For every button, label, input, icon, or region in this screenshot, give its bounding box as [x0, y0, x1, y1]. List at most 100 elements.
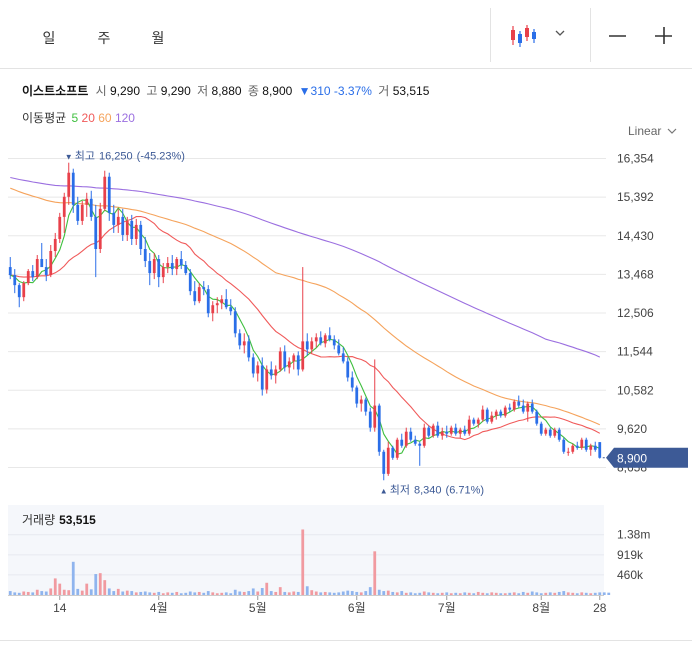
minus-icon [609, 35, 626, 37]
volume-bar [274, 591, 278, 595]
volume-bar [278, 587, 282, 595]
change-value: 310 [310, 84, 331, 98]
candle-body [521, 405, 525, 412]
volume-bar [310, 590, 314, 595]
candle-body [296, 355, 300, 370]
candle-body [265, 369, 269, 390]
candle-body [121, 216, 125, 235]
moving-average-label: 이동평균 [22, 111, 67, 125]
candle-body [85, 198, 89, 205]
high-marker-label: 최고 [75, 150, 95, 163]
candle-body [242, 341, 246, 346]
candle-body [44, 267, 48, 276]
volume-bar [103, 580, 107, 595]
volume-bar [287, 592, 291, 595]
volume-bar [215, 593, 219, 595]
volume-bar [571, 592, 575, 595]
stock-name: 이스트소프트 [22, 84, 89, 98]
volume-bar [409, 592, 413, 595]
tab-weekly[interactable]: 주 [97, 30, 111, 46]
candlestick-icon [511, 25, 536, 47]
ma20-line [10, 215, 601, 441]
tab-daily[interactable]: 일 [42, 30, 56, 46]
candle-body [49, 251, 53, 276]
volume-bar [233, 589, 237, 595]
candle-body [202, 287, 206, 290]
ma120-label[interactable]: 120 [114, 111, 135, 125]
volume-bar [220, 592, 224, 595]
volume-bar [166, 592, 170, 595]
candle-body [107, 176, 111, 213]
volume-bar [404, 592, 408, 595]
candle-body [71, 172, 75, 205]
volume-bar [314, 591, 318, 595]
chart-type-button[interactable] [500, 20, 570, 52]
volume-bar [562, 591, 566, 595]
volume-bar [485, 593, 489, 595]
price-tick-label: 9,620 [617, 422, 647, 436]
change-percent: -3.37% [333, 84, 372, 98]
candle-body [557, 429, 561, 440]
volume-bar [13, 592, 17, 595]
candle-body [400, 439, 404, 446]
volume-bar [301, 529, 305, 595]
volume-bar [445, 592, 449, 595]
volume-label: 거 [378, 84, 390, 98]
volume-bar [530, 591, 534, 595]
close-value: 8,900 [262, 84, 293, 98]
candle-body [26, 271, 30, 284]
volume-bar [535, 592, 539, 595]
volume-bar [247, 591, 251, 595]
volume-bar [121, 591, 125, 595]
volume-bar [359, 592, 363, 595]
volume-bar [80, 590, 84, 595]
candle-body [476, 419, 480, 424]
scale-label[interactable]: Linear [628, 124, 661, 138]
ma5-line [10, 199, 601, 455]
volume-bar [98, 573, 102, 595]
volume-bar [256, 591, 260, 595]
x-tick-label: 7월 [438, 601, 456, 615]
low-marker-label: 최저 8,340 (6.71%) [390, 483, 484, 496]
candle-body [535, 411, 539, 424]
zoom-out-button[interactable] [604, 22, 632, 50]
volume-bar [53, 578, 57, 595]
volume-bar [40, 591, 44, 595]
ma5-label[interactable]: 5 [71, 111, 79, 125]
x-tick-label: 14 [53, 601, 67, 615]
volume-bar [130, 591, 134, 595]
candle-body [382, 451, 386, 474]
volume-bar [229, 593, 233, 595]
tab-monthly[interactable]: 월 [151, 30, 165, 46]
volume-bar [58, 583, 62, 595]
volume-bar [377, 589, 381, 595]
price-tick-label: 12,506 [617, 306, 654, 320]
zoom-in-button[interactable] [650, 22, 678, 50]
ma20-label[interactable]: 20 [81, 111, 95, 125]
x-tick-label: 6월 [348, 601, 366, 615]
candle-body [179, 259, 183, 266]
candle-body [562, 439, 566, 452]
volume-bar [508, 592, 512, 595]
volume-bar [26, 591, 30, 595]
volume-bar [454, 592, 458, 595]
candle-body [224, 299, 228, 308]
candle-body [418, 443, 422, 446]
volume-bar [431, 592, 435, 595]
volume-bar [197, 591, 201, 595]
volume-bar [598, 592, 602, 595]
toolbar-divider [590, 8, 591, 62]
candle-body [440, 431, 444, 436]
candle-body [332, 339, 336, 346]
candle-body [467, 419, 471, 434]
price-tick-label: 16,354 [617, 152, 654, 166]
low-marker-arrow: ▲ [380, 486, 388, 495]
candle-body [233, 311, 237, 334]
volume-bar [557, 591, 561, 595]
ma60-label[interactable]: 60 [98, 111, 112, 125]
volume-bar [328, 592, 332, 595]
volume-bar [188, 591, 192, 595]
volume-bar [179, 593, 183, 595]
low-value: 8,880 [211, 84, 242, 98]
